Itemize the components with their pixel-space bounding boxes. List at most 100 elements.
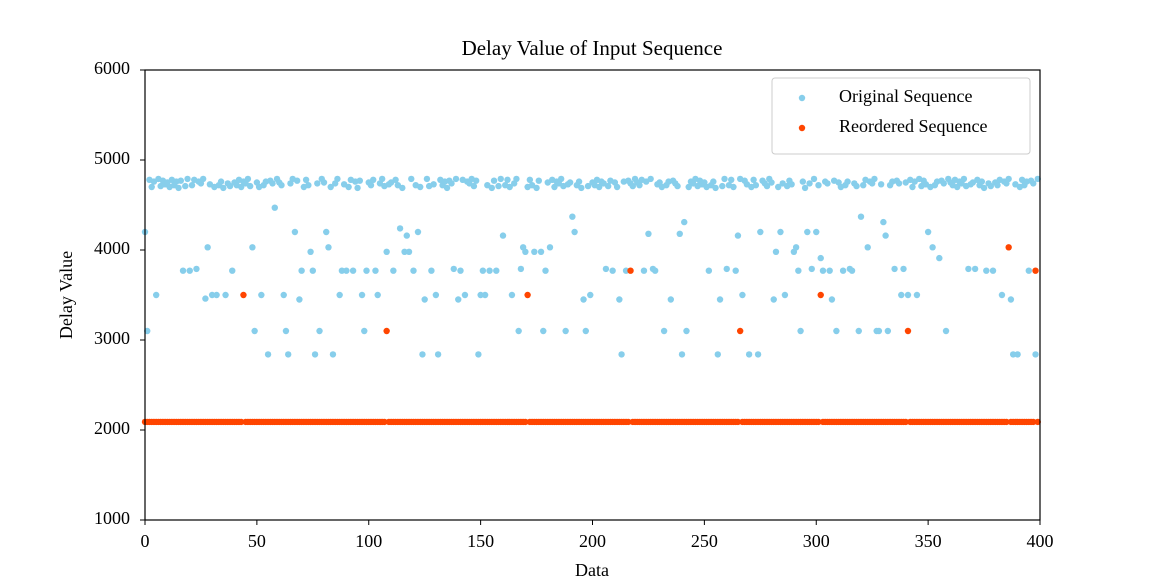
point: [202, 295, 209, 302]
point: [336, 291, 343, 299]
point: [806, 180, 813, 187]
point: [813, 228, 820, 236]
point: [772, 248, 780, 255]
y-tick-label: 3000: [94, 328, 130, 348]
point: [801, 184, 809, 192]
x-tick-label: 350: [915, 531, 942, 551]
point: [338, 267, 346, 274]
point: [537, 248, 545, 255]
point: [524, 291, 531, 299]
point: [676, 230, 683, 237]
point: [486, 267, 493, 274]
x-tick-label: 150: [467, 531, 494, 551]
point: [244, 175, 252, 183]
point: [604, 182, 612, 190]
point: [808, 265, 815, 273]
point: [349, 267, 357, 274]
point: [898, 291, 905, 299]
point: [983, 267, 990, 274]
point: [226, 182, 234, 190]
point: [475, 351, 482, 358]
point: [757, 228, 764, 236]
point: [383, 327, 390, 335]
point: [860, 182, 867, 189]
point: [871, 175, 878, 183]
x-axis-label: Data: [575, 560, 609, 580]
x-tick-label: 250: [691, 531, 718, 551]
point: [609, 267, 616, 274]
point: [716, 296, 724, 303]
point: [1005, 175, 1012, 183]
point: [481, 291, 489, 299]
point: [490, 177, 498, 184]
point: [305, 182, 312, 189]
point: [799, 178, 807, 185]
point: [1009, 351, 1017, 358]
point: [470, 182, 478, 190]
point: [390, 267, 397, 274]
point: [795, 267, 802, 274]
x-tick-label: 400: [1027, 531, 1054, 551]
point: [179, 267, 187, 274]
point: [1034, 175, 1041, 183]
point: [296, 296, 303, 303]
y-tick-label: 6000: [94, 58, 130, 78]
point: [754, 351, 762, 358]
point: [629, 182, 636, 190]
point: [477, 291, 484, 299]
point: [1014, 351, 1021, 358]
point: [839, 267, 847, 274]
point: [625, 418, 632, 426]
point: [763, 182, 771, 190]
point: [271, 204, 278, 211]
point: [618, 351, 625, 358]
point: [175, 184, 182, 192]
point: [833, 327, 840, 335]
point: [734, 232, 742, 239]
point: [258, 291, 265, 299]
point: [325, 244, 332, 251]
point: [240, 291, 247, 299]
point: [372, 267, 379, 274]
point: [428, 267, 435, 274]
point: [302, 176, 310, 183]
point: [989, 267, 997, 274]
point: [1034, 418, 1041, 426]
point: [479, 267, 487, 274]
point: [978, 178, 986, 185]
point: [452, 175, 460, 183]
point: [285, 351, 292, 358]
point: [316, 327, 323, 335]
y-axis-label: Delay Value: [56, 251, 76, 339]
point: [1005, 244, 1012, 251]
point: [392, 176, 399, 183]
point: [504, 176, 511, 183]
point: [204, 244, 211, 251]
point: [354, 184, 361, 192]
point: [282, 327, 290, 335]
point: [542, 267, 549, 274]
x-tick-label: 50: [248, 531, 266, 551]
point: [213, 291, 220, 299]
point: [434, 351, 442, 358]
point: [936, 254, 943, 262]
point: [810, 175, 818, 183]
point: [683, 327, 690, 335]
point: [817, 291, 824, 299]
point: [193, 265, 200, 273]
point: [421, 296, 428, 303]
y-tick-label: 2000: [94, 418, 130, 438]
point: [345, 183, 352, 191]
point: [857, 213, 865, 220]
point: [298, 267, 305, 274]
point: [188, 182, 196, 189]
point: [891, 265, 898, 273]
point: [499, 232, 507, 239]
point: [895, 180, 903, 187]
point: [730, 183, 737, 191]
point: [320, 179, 328, 186]
point: [307, 248, 314, 255]
point: [506, 183, 513, 191]
point: [249, 244, 256, 251]
point: [904, 291, 912, 299]
